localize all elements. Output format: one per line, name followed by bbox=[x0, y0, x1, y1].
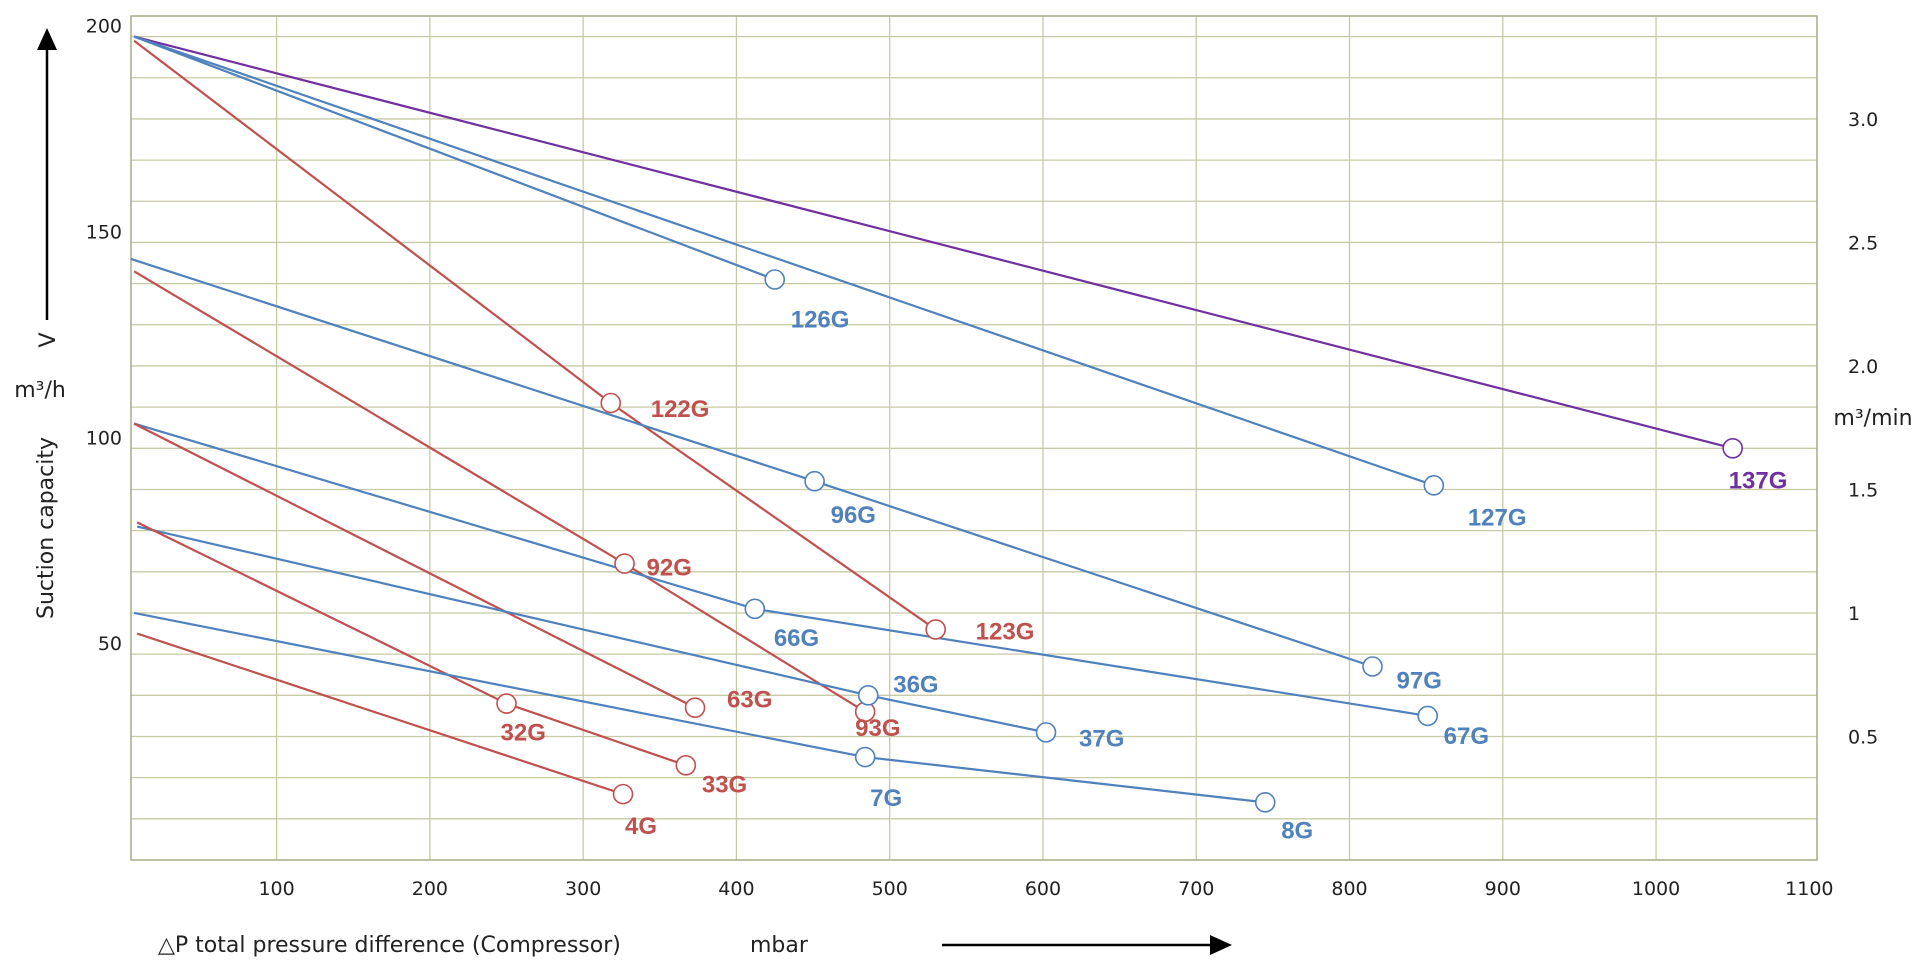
series-line-127G bbox=[133, 35, 1435, 487]
x-tick-label: 300 bbox=[565, 878, 601, 900]
series-point-37G bbox=[1035, 722, 1057, 743]
series-label-93G: 93G bbox=[855, 715, 900, 742]
x-tick-label: 500 bbox=[872, 878, 908, 900]
x-tick-label: 700 bbox=[1178, 878, 1214, 900]
series-label-92G: 92G bbox=[647, 555, 692, 582]
series-line-92G bbox=[133, 270, 626, 565]
series-point-123G bbox=[925, 619, 946, 640]
series-label-32G: 32G bbox=[501, 720, 546, 747]
series-label-7G: 7G bbox=[870, 785, 902, 812]
series-label-97G: 97G bbox=[1397, 667, 1442, 694]
series-label-66G: 66G bbox=[774, 625, 819, 652]
y2-tick-labels: 3.0 2.5 2.0 1.5 1 0.5 bbox=[1848, 109, 1878, 749]
series-label-33G: 33G bbox=[702, 771, 747, 798]
y2-tick-label: 0.5 bbox=[1848, 726, 1878, 748]
grid-lines bbox=[131, 16, 1817, 860]
series-lines bbox=[130, 35, 1733, 804]
x-tick-label: 1000 bbox=[1632, 878, 1680, 900]
series-line-67G bbox=[754, 607, 1428, 717]
series-label-96G: 96G bbox=[831, 502, 876, 529]
series-line-97G bbox=[814, 480, 1373, 668]
series-point-127G bbox=[1423, 475, 1445, 496]
series-line-63G bbox=[133, 422, 696, 709]
series-point-92G bbox=[614, 553, 635, 574]
y-tick-label: 100 bbox=[86, 427, 122, 449]
series-label-37G: 37G bbox=[1079, 725, 1124, 752]
series-label-36G: 36G bbox=[893, 671, 938, 698]
series-label-123G: 123G bbox=[976, 618, 1035, 645]
series-point-33G bbox=[675, 755, 697, 776]
y-symbol: V bbox=[36, 332, 61, 347]
series-point-4G bbox=[612, 783, 634, 805]
series-label-67G: 67G bbox=[1444, 723, 1489, 750]
plot-frame bbox=[130, 15, 1818, 861]
x-unit-label: mbar bbox=[750, 933, 809, 958]
series-line-36G bbox=[136, 525, 869, 697]
y2-tick-label: 1.5 bbox=[1848, 479, 1878, 501]
series-point-122G bbox=[600, 392, 622, 414]
y2-tick-label: 2.5 bbox=[1848, 232, 1878, 254]
x-tick-label: 200 bbox=[412, 878, 448, 900]
y2-tick-label: 3.0 bbox=[1848, 109, 1878, 131]
y-axis-title: Suction capacity bbox=[34, 437, 59, 619]
series-line-8G bbox=[865, 755, 1266, 804]
y-axis-arrow-head bbox=[37, 28, 57, 50]
series-point-8G bbox=[1254, 792, 1276, 813]
series-point-97G bbox=[1362, 656, 1383, 677]
series-label-122G: 122G bbox=[651, 396, 710, 423]
series-markers bbox=[496, 269, 1743, 813]
x-tick-label: 800 bbox=[1331, 878, 1367, 900]
series-label-8G: 8G bbox=[1281, 817, 1313, 844]
series-line-4G bbox=[136, 632, 624, 796]
y-tick-label: 150 bbox=[86, 221, 122, 243]
series-line-7G bbox=[133, 611, 866, 759]
series-label-127G: 127G bbox=[1468, 504, 1527, 531]
x-axis-title: △P total pressure difference (Compressor… bbox=[158, 933, 621, 958]
series-label-4G: 4G bbox=[625, 813, 657, 840]
series-point-96G bbox=[804, 470, 825, 492]
series-line-37G bbox=[868, 694, 1047, 734]
series-point-137G bbox=[1722, 437, 1743, 459]
series-line-137G bbox=[133, 35, 1733, 450]
series-line-33G bbox=[506, 702, 687, 767]
series-labels: 137G 127G 126G 122G 123G 96G 97G 92G 93G 66G 67G 63… bbox=[501, 306, 1788, 844]
y-tick-labels: 50 100 150 200 bbox=[86, 16, 122, 656]
x-tick-label: 100 bbox=[258, 878, 294, 900]
y2-tick-label: 2.0 bbox=[1848, 356, 1878, 378]
x-tick-labels: 100 200 300 400 500 600 700 800 900 1000 1100 bbox=[258, 878, 1833, 900]
series-label-63G: 63G bbox=[727, 687, 772, 714]
x-tick-label: 900 bbox=[1485, 878, 1521, 900]
x-tick-label: 600 bbox=[1025, 878, 1061, 900]
series-line-66G bbox=[133, 422, 756, 610]
x-axis-arrow-head bbox=[1210, 935, 1232, 955]
series-line-96G bbox=[130, 257, 815, 483]
series-point-126G bbox=[764, 269, 786, 290]
series-point-7G bbox=[854, 746, 876, 768]
series-point-63G bbox=[684, 697, 706, 718]
y-tick-label: 200 bbox=[86, 16, 122, 38]
series-line-126G bbox=[133, 35, 776, 281]
x-tick-label: 1100 bbox=[1785, 878, 1833, 900]
x-tick-label: 400 bbox=[718, 878, 754, 900]
y-unit-label: m³/h bbox=[14, 378, 66, 403]
y-tick-label: 50 bbox=[98, 633, 122, 655]
series-line-93G bbox=[623, 562, 866, 713]
series-point-36G bbox=[857, 685, 879, 706]
series-label-126G: 126G bbox=[791, 306, 850, 333]
series-point-67G bbox=[1417, 705, 1438, 727]
series-line-123G bbox=[610, 402, 937, 631]
y2-tick-label: 1 bbox=[1848, 603, 1860, 625]
y2-unit-label: m³/min bbox=[1833, 406, 1912, 431]
series-point-32G bbox=[496, 693, 517, 714]
series-label-137G: 137G bbox=[1729, 467, 1788, 494]
series-line-122G bbox=[133, 39, 612, 404]
series-point-66G bbox=[744, 598, 766, 620]
